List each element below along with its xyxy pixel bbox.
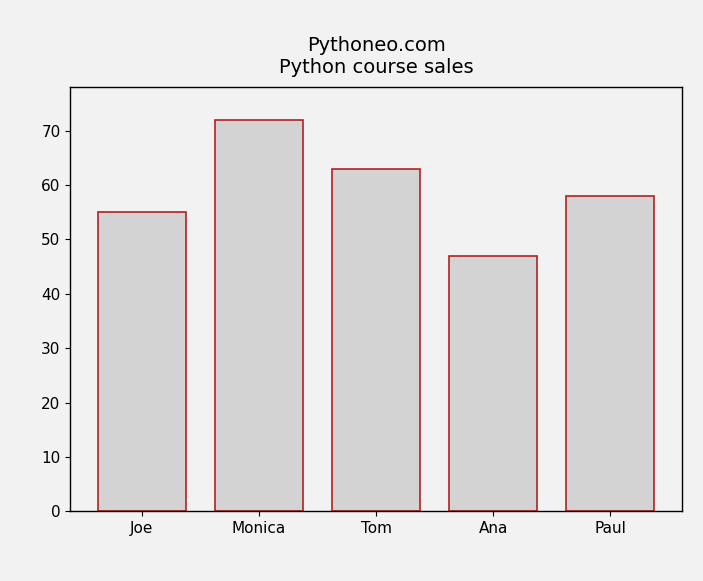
Bar <box>98 212 186 511</box>
Bar <box>333 168 420 511</box>
Title: Pythoneo.com
Python course sales: Pythoneo.com Python course sales <box>279 36 473 77</box>
Bar <box>215 120 303 511</box>
Bar <box>449 256 537 511</box>
Bar <box>567 196 654 511</box>
